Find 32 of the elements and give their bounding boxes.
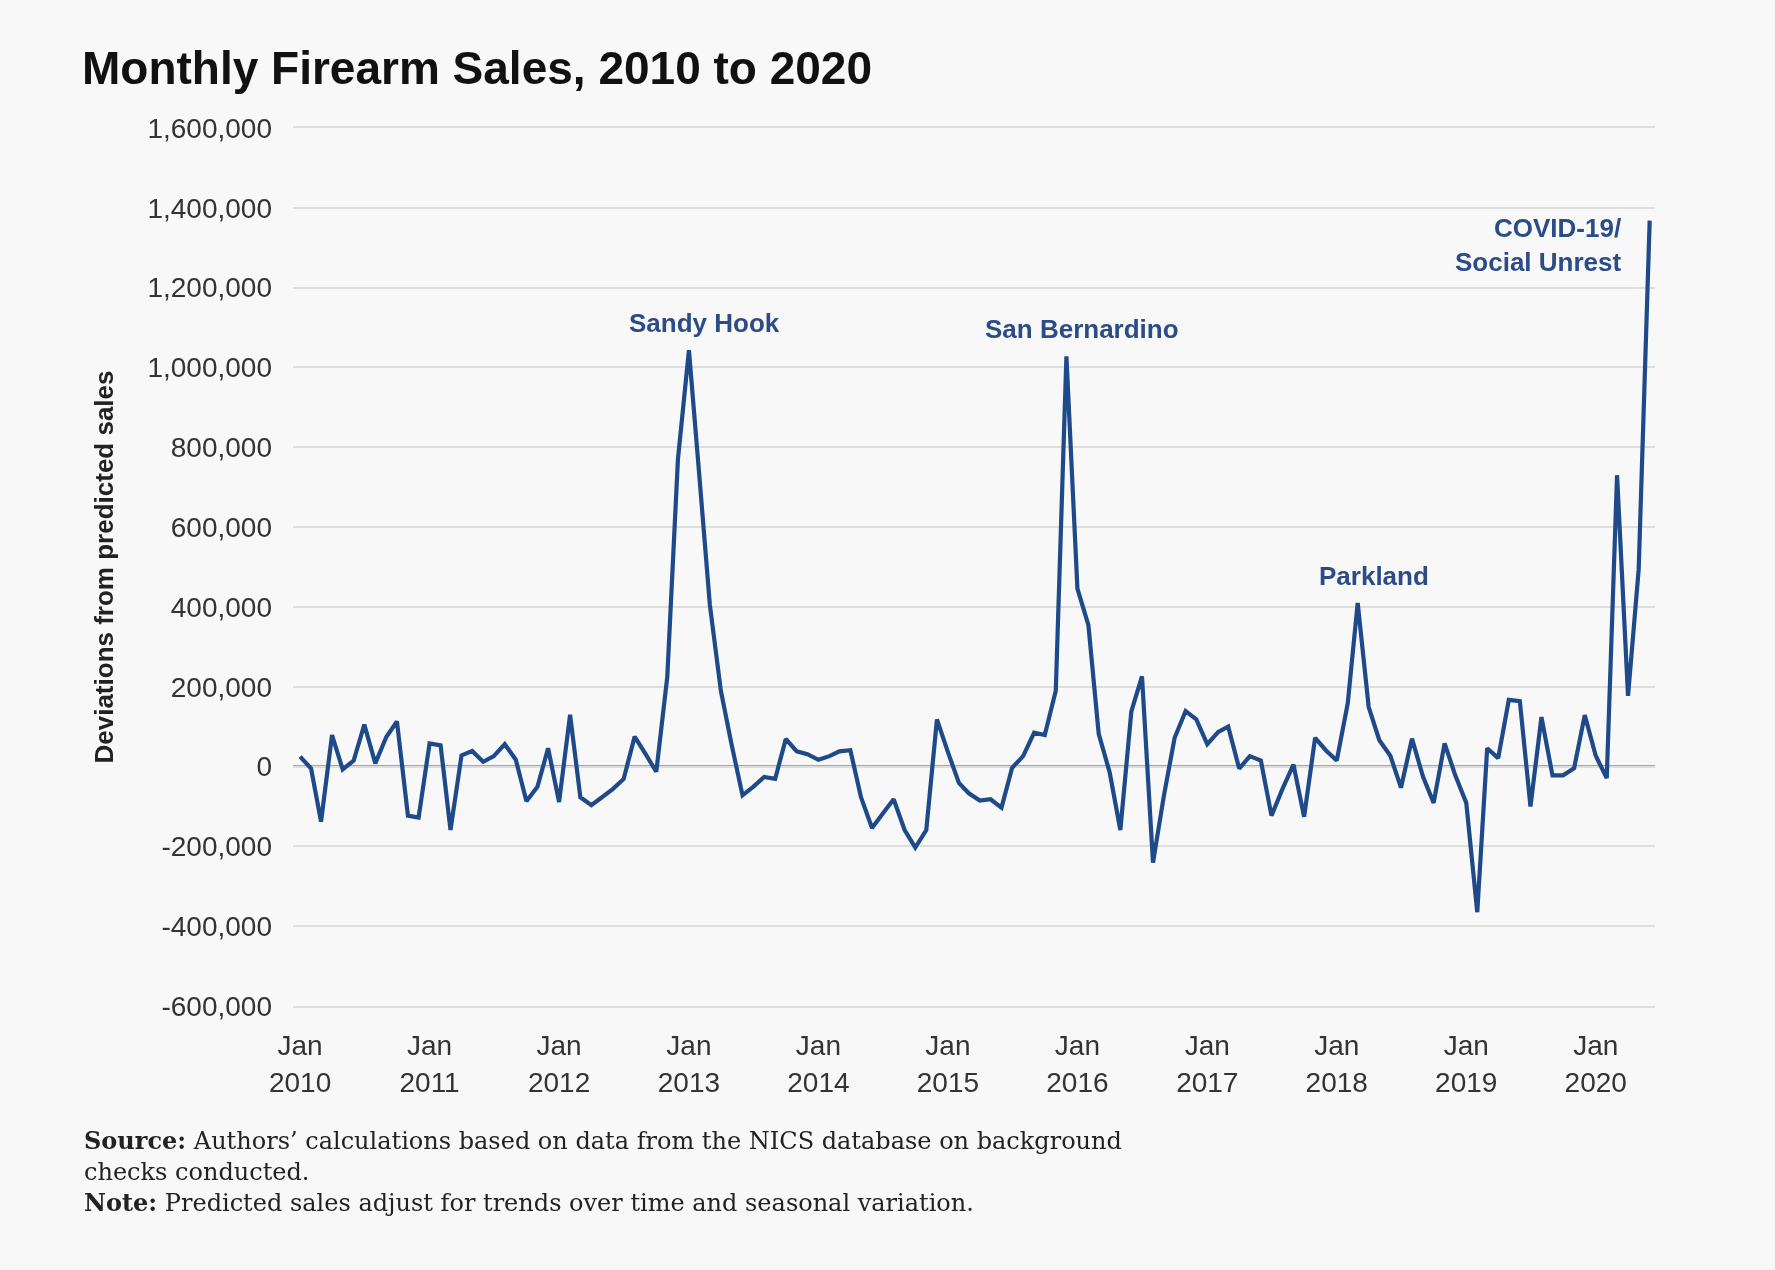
y-tick-label: 800,000 <box>170 432 272 464</box>
x-tick-label: Jan 2017 <box>1176 1030 1239 1098</box>
x-tick-label: Jan 2016 <box>1046 1030 1109 1098</box>
source-note: Source: Authors’ calculations based on data from the NICS database on background checks conducted. <box>84 1126 1122 1187</box>
x-tick-label: Jan 2015 <box>916 1030 980 1098</box>
annotation: San Bernardino <box>985 314 1179 344</box>
y-tick-label: 1,600,000 <box>147 112 272 144</box>
x-tick-label: Jan 2019 <box>1435 1030 1498 1098</box>
y-tick-label: 600,000 <box>170 511 272 543</box>
text: Note: Predicted sales adjust for trends over time and seasonal variation. <box>84 1188 974 1217</box>
y-tick-label: 1,200,000 <box>147 272 272 304</box>
x-tick-label: Jan 2020 <box>1564 1030 1627 1098</box>
y-axis-title: Deviations from predicted sales <box>88 370 119 764</box>
y-tick-label: 400,000 <box>170 591 272 623</box>
x-tick-label: Jan 2018 <box>1305 1030 1368 1098</box>
x-tick-label: Jan 2014 <box>787 1030 850 1098</box>
y-tick-label: 200,000 <box>170 671 272 703</box>
y-tick-label: -600,000 <box>161 990 272 1022</box>
x-tick-label: Jan 2010 <box>268 1030 332 1098</box>
annotation: Parkland <box>1319 561 1429 591</box>
x-tick-label: Jan 2011 <box>399 1030 460 1098</box>
y-tick-label: -200,000 <box>161 831 272 863</box>
y-tick-label: 0 <box>256 751 272 783</box>
annotation: Sandy Hook <box>629 308 780 338</box>
y-tick-label: -400,000 <box>161 910 272 942</box>
y-tick-label: 1,400,000 <box>147 192 272 224</box>
y-tick-label: 1,000,000 <box>147 352 272 384</box>
annotation: COVID-19/ Social Unrest <box>1455 213 1622 277</box>
x-tick-label: Jan 2013 <box>657 1030 721 1098</box>
chart-title: Monthly Firearm Sales, 2010 to 2020 <box>82 42 873 95</box>
x-tick-label: Jan 2012 <box>527 1030 591 1098</box>
line-series <box>298 218 1652 915</box>
